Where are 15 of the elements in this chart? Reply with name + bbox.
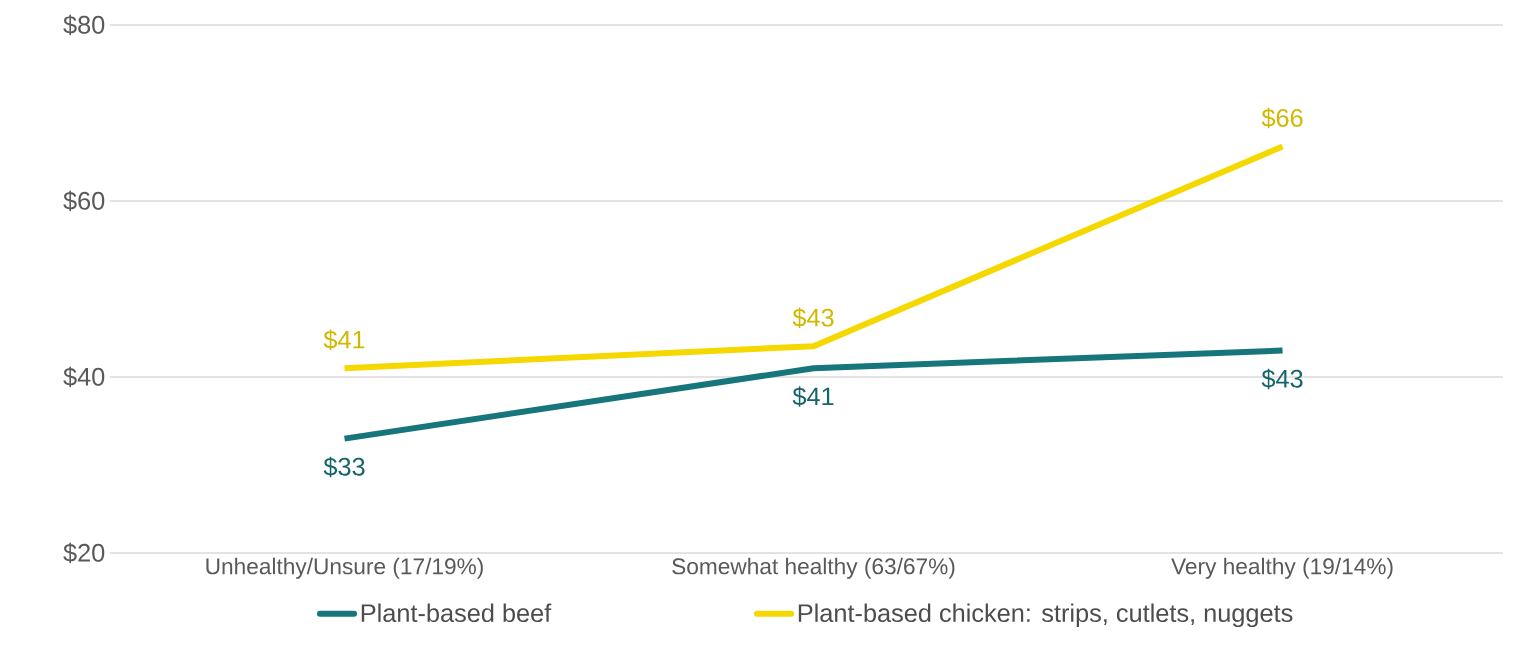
y-tick-label: $60 [63, 190, 105, 212]
y-tick-label: $80 [63, 14, 105, 36]
x-tick-label: Very healthy (19/14%) [1171, 557, 1393, 579]
data-label: $41 [323, 329, 365, 351]
x-tick-label: Somewhat healthy (63/67%) [672, 557, 955, 579]
y-tick-label: $40 [63, 366, 105, 388]
data-label: $43 [1261, 368, 1303, 390]
data-label: $43 [792, 307, 834, 329]
x-tick-label: Unhealthy/Unsure (17/19%) [206, 557, 483, 579]
data-label: $41 [792, 386, 834, 407]
data-label: $33 [323, 456, 365, 478]
y-tick-label: $20 [63, 542, 105, 564]
data-label: $66 [1261, 107, 1303, 129]
legend-label: Plant-based beef [361, 603, 552, 623]
legend-label: Plant-based chicken: strips, cutlets, nuggets [798, 603, 1293, 628]
